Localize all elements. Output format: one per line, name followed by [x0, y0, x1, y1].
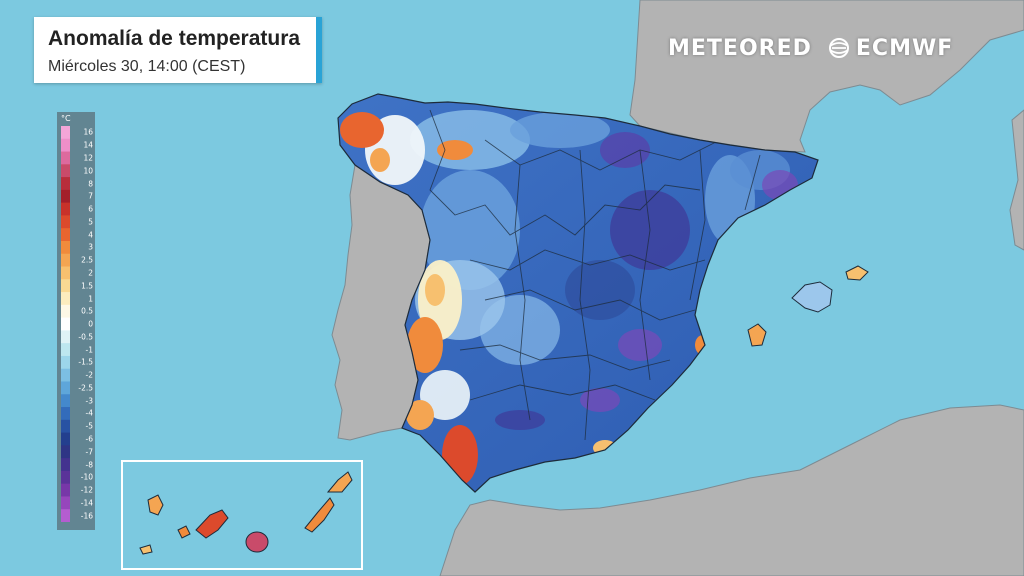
legend-swatch — [61, 202, 70, 216]
legend-swatch — [61, 355, 70, 370]
legend-label: -2 — [85, 370, 93, 380]
ecmwf-logo: ECMWF — [826, 36, 953, 61]
legend-swatch — [61, 228, 70, 242]
ecmwf-mark-icon — [828, 38, 849, 58]
legend-label: 0.5 — [81, 306, 93, 316]
legend-swatch — [61, 368, 70, 382]
legend-unit: °C — [61, 114, 71, 123]
land-africa — [439, 404, 1024, 576]
canary-islands — [139, 471, 353, 555]
legend-label: 5 — [88, 217, 93, 227]
map-title: Anomalía de temperatura — [48, 27, 301, 50]
legend-swatch — [61, 381, 70, 395]
island-mallorca — [791, 281, 833, 313]
legend-swatch — [61, 509, 70, 522]
legend-swatch — [61, 240, 70, 255]
legend-label: 1.5 — [81, 280, 93, 290]
legend-swatch — [61, 304, 70, 319]
legend-label: 4 — [88, 229, 93, 239]
legend-label: -3 — [85, 395, 93, 405]
ecmwf-logo-text: ECMWF — [855, 35, 954, 61]
legend-swatch — [61, 292, 70, 306]
legend-swatch — [61, 419, 70, 434]
legend-label: 2 — [88, 268, 93, 278]
legend-label: 2.5 — [81, 255, 93, 265]
legend-label: 10 — [83, 165, 93, 175]
legend-swatch — [61, 445, 70, 459]
spain-outline — [337, 93, 819, 493]
legend-label: -14 — [80, 498, 93, 508]
meteored-logo: METEORED — [668, 35, 812, 61]
legend-label: -1.5 — [78, 357, 93, 367]
legend-swatch — [61, 432, 70, 446]
legend-swatch — [61, 458, 70, 472]
legend-swatch — [61, 343, 70, 357]
legend-color-bar — [61, 126, 70, 522]
legend-label: -12 — [80, 485, 93, 495]
legend-label: -5 — [85, 421, 93, 431]
title-panel: Anomalía de temperatura Miércoles 30, 14… — [34, 17, 322, 83]
legend-swatch — [61, 483, 70, 497]
legend-swatch — [61, 253, 70, 268]
island-ibiza — [747, 323, 767, 347]
legend-label: 3 — [88, 242, 93, 252]
legend-swatch — [61, 279, 70, 293]
legend-swatch — [61, 330, 70, 344]
legend-label: -1 — [85, 344, 93, 354]
legend-swatch — [61, 215, 70, 229]
legend-label: 1 — [88, 293, 93, 303]
legend-label: -7 — [85, 446, 93, 456]
legend-swatch — [61, 496, 70, 510]
legend-label: 7 — [88, 191, 93, 201]
logo-group: METEORED ECMWF — [668, 33, 953, 63]
legend-label: -10 — [80, 472, 93, 482]
legend-swatch — [61, 177, 70, 191]
legend-label: 0 — [88, 319, 93, 329]
legend-swatch — [61, 138, 70, 153]
legend-label: -2.5 — [78, 383, 93, 393]
legend-label: -6 — [85, 434, 93, 444]
map-subtitle: Miércoles 30, 14:00 (CEST) — [48, 58, 246, 75]
legend-swatch — [61, 394, 70, 408]
legend-swatch — [61, 151, 70, 165]
legend-label: -4 — [85, 408, 93, 418]
legend-labels: 16 14 12 10 8 7 6 5 4 3 2.5 2 1.5 1 0.5 0 -0.5 -1 -1.5 -2 -2… — [73, 126, 93, 522]
legend-label: 14 — [83, 140, 93, 150]
legend-label: -0.5 — [78, 332, 93, 342]
legend-swatch — [61, 189, 70, 204]
legend-label: 6 — [88, 204, 93, 214]
island-menorca — [845, 265, 869, 281]
legend-label: 16 — [83, 127, 93, 137]
legend-label: 8 — [88, 178, 93, 188]
legend-label: -16 — [80, 510, 93, 520]
legend-swatch — [61, 164, 70, 178]
legend-swatch — [61, 317, 70, 331]
legend-label: -8 — [85, 459, 93, 469]
color-legend: °C 16 14 12 10 8 7 6 5 4 3 2.5 2 1.5 1 0.5 0 -0.5 -1 -1.5 -… — [57, 112, 95, 530]
legend-swatch — [61, 470, 70, 485]
legend-swatch — [61, 266, 70, 280]
canary-inset-frame — [121, 460, 363, 570]
legend-swatch — [61, 126, 70, 140]
land-sardinia — [1009, 109, 1024, 251]
legend-label: 12 — [83, 153, 93, 163]
legend-swatch — [61, 407, 70, 421]
